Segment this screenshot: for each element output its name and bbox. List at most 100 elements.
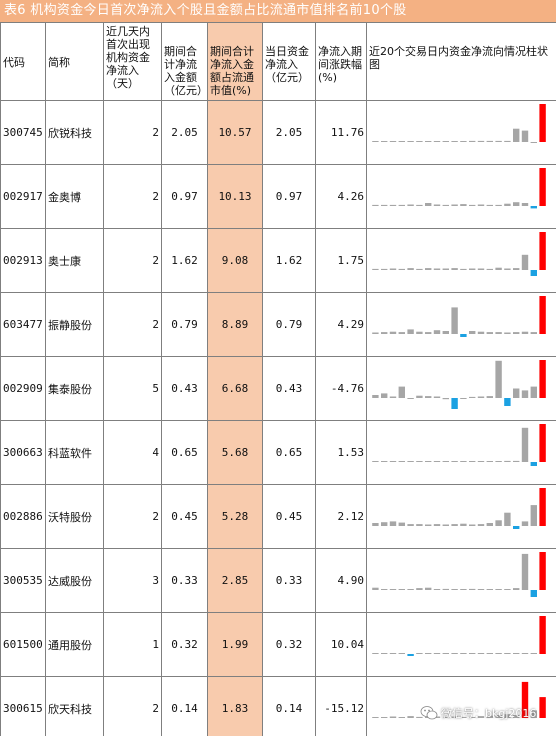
cell-flow-chart — [366, 612, 556, 677]
flow-bar — [451, 524, 458, 526]
flow-bar — [442, 588, 449, 590]
flow-bar — [442, 524, 449, 526]
table-row: 002909 集泰股份 5 0.43 6.68 0.43 -4.76 — [0, 356, 556, 421]
flow-bar — [495, 140, 502, 142]
cell-days: 3 — [103, 548, 162, 613]
table-row: 002913 奥士康 2 1.62 9.08 1.62 1.75 — [0, 228, 556, 293]
flow-bar — [381, 461, 388, 462]
flow-bar — [539, 488, 546, 526]
cell-code: 002909 — [0, 356, 46, 421]
cell-net-amount: 0.43 — [161, 356, 208, 421]
flow-bar — [460, 204, 467, 206]
flow-sparkline — [372, 488, 546, 529]
flow-bar — [521, 427, 529, 462]
flow-bar — [477, 331, 485, 334]
cell-days: 5 — [103, 356, 162, 421]
flow-bar — [451, 653, 458, 654]
cell-code: 603477 — [0, 292, 46, 357]
flow-bar — [425, 653, 432, 654]
flow-bar — [504, 140, 511, 142]
flow-bar — [469, 461, 476, 462]
flow-bar — [521, 254, 529, 270]
flow-bar — [521, 331, 529, 334]
cell-flow-chart — [366, 164, 556, 229]
flow-bar — [416, 461, 423, 462]
cell-net-amount: 1.62 — [161, 228, 208, 293]
flow-bar — [451, 307, 458, 334]
flow-bar — [442, 653, 449, 654]
flow-bar — [539, 104, 546, 142]
flow-bar — [513, 588, 520, 590]
flow-bar — [381, 393, 388, 398]
cell-today: 0.65 — [262, 420, 316, 485]
flow-bar — [372, 268, 379, 270]
flow-bar — [530, 653, 537, 654]
cell-net-amount: 0.97 — [161, 164, 208, 229]
flow-bar — [469, 268, 476, 270]
flow-bar — [451, 398, 458, 409]
header-days: 近几天内首次出现机构资金净流入（天） — [103, 22, 162, 101]
flow-bar — [451, 461, 458, 462]
flow-bar — [469, 717, 476, 718]
flow-bar — [460, 141, 467, 142]
cell-name: 欣天科技 — [45, 676, 104, 736]
flow-bar — [495, 520, 502, 526]
flow-bar — [539, 360, 546, 398]
flow-bar — [433, 716, 441, 718]
flow-bar — [416, 588, 423, 590]
flow-bar — [495, 653, 502, 654]
flow-bar — [504, 332, 511, 334]
cell-net-amount: 0.65 — [161, 420, 208, 485]
cell-ratio: 1.99 — [207, 612, 263, 677]
flow-bar — [539, 296, 546, 334]
flow-bar — [504, 203, 511, 206]
cell-change: -15.12 — [315, 676, 367, 736]
flow-bar — [451, 268, 458, 270]
flow-bar — [389, 716, 397, 718]
flow-bar — [372, 332, 379, 334]
cell-net-amount: 0.32 — [161, 612, 208, 677]
flow-bar — [513, 202, 520, 206]
flow-bar — [486, 715, 493, 718]
flow-bar — [504, 589, 511, 590]
flow-bar — [504, 268, 511, 270]
cell-ratio: 9.08 — [207, 228, 263, 293]
header-name: 简称 — [45, 22, 104, 101]
flow-bar — [442, 141, 449, 142]
cell-net-amount: 2.05 — [161, 100, 208, 165]
flow-bar — [469, 204, 476, 206]
flow-bar — [486, 653, 493, 654]
cell-name: 集泰股份 — [45, 356, 104, 421]
flow-bar — [539, 168, 546, 206]
flow-bar — [539, 424, 546, 462]
flow-bar — [477, 204, 485, 206]
flow-bar — [372, 653, 379, 654]
flow-sparkline — [372, 168, 546, 209]
flow-bar — [486, 589, 493, 590]
cell-code: 002886 — [0, 484, 46, 549]
flow-bar — [504, 512, 511, 526]
cell-code: 002913 — [0, 228, 46, 293]
flow-bar — [521, 203, 529, 206]
flow-bar — [521, 553, 529, 590]
cell-code: 002917 — [0, 164, 46, 229]
flow-bar — [389, 589, 397, 590]
cell-days: 1 — [103, 612, 162, 677]
flow-bar — [389, 141, 397, 142]
flow-sparkline — [372, 360, 546, 409]
cell-ratio: 6.68 — [207, 356, 263, 421]
cell-net-amount: 0.33 — [161, 548, 208, 613]
cell-days: 2 — [103, 228, 162, 293]
flow-bar — [433, 589, 441, 590]
flow-bar — [389, 521, 397, 526]
flow-bar — [504, 460, 511, 462]
flow-bar — [513, 128, 520, 142]
flow-sparkline — [372, 296, 546, 337]
header-net-amount: 期间合计净流入金额（亿元） — [161, 22, 208, 101]
cell-flow-chart — [366, 548, 556, 613]
flow-bar — [513, 388, 520, 398]
flow-bar — [398, 386, 405, 398]
flow-bar — [407, 141, 414, 142]
flow-bar — [381, 653, 388, 654]
flow-sparkline — [372, 232, 546, 276]
